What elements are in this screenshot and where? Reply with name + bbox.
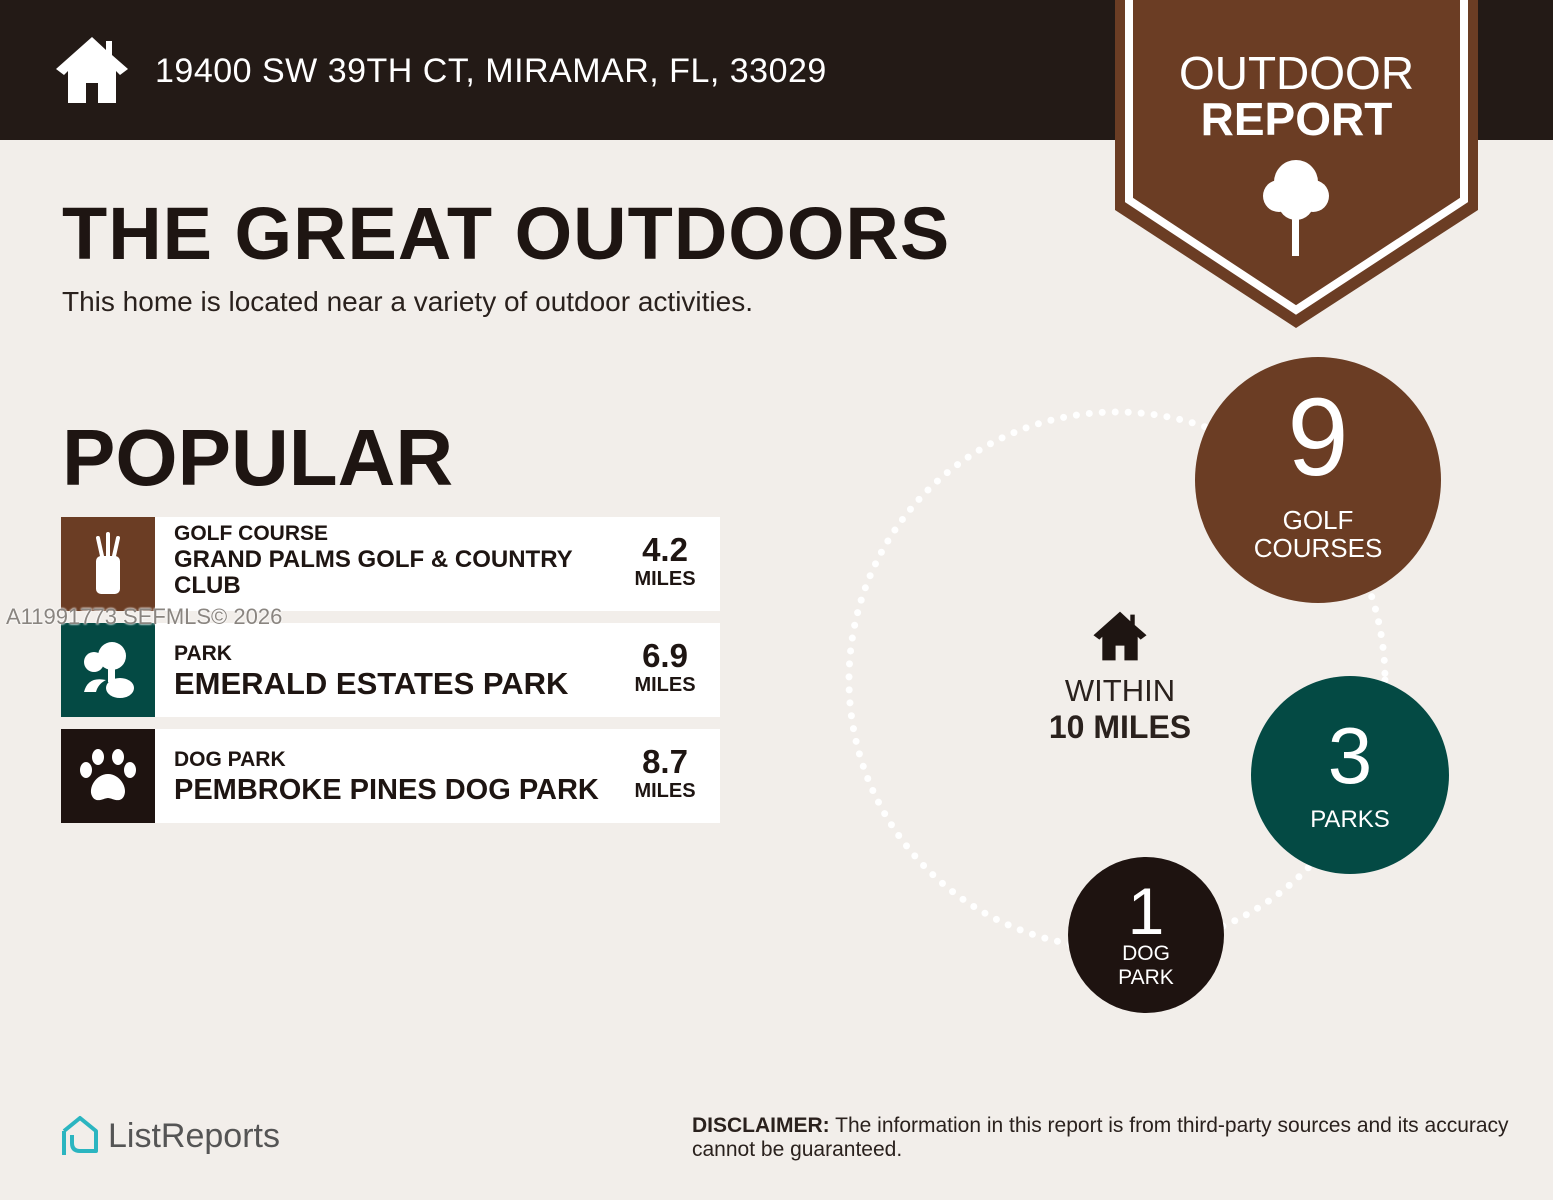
- item-name: EMERALD ESTATES PARK: [174, 666, 569, 701]
- item-name: PEMBROKE PINES DOG PARK: [174, 774, 599, 806]
- count-label: COURSES: [1253, 533, 1383, 563]
- address: 19400 SW 39TH CT, MIRAMAR, FL, 33029: [155, 52, 827, 90]
- item-category: PARK: [174, 642, 232, 665]
- distance-unit: MILES: [634, 568, 696, 590]
- list-item: PARK EMERALD ESTATES PARK 6.9 MILES: [61, 623, 720, 717]
- disclaimer-text: The information in this report is from t…: [692, 1114, 1509, 1161]
- house-icon: [56, 37, 128, 103]
- tree-icon: [1263, 160, 1329, 256]
- disclaimer-label: DISCLAIMER:: [692, 1114, 830, 1137]
- subtitle: This home is located near a variety of o…: [62, 286, 754, 317]
- within-distance: 10 MILES: [1048, 709, 1192, 745]
- item-distance: 8.7 MILES: [630, 745, 700, 803]
- golf-count-circle: 9 GOLF COURSES: [1195, 357, 1441, 603]
- house-icon: [1093, 611, 1147, 661]
- golf-bag-icon: [61, 517, 155, 611]
- listreports-logo: ListReports: [60, 1115, 280, 1157]
- disclaimer: DISCLAIMER: The information in this repo…: [692, 1114, 1512, 1162]
- section-title: POPULAR: [62, 413, 454, 502]
- count-label: DOG: [1122, 942, 1170, 965]
- item-name: GRAND PALMS GOLF & COUNTRY CLUB: [174, 546, 573, 599]
- within-label: WITHIN: [1064, 673, 1176, 708]
- count-label: GOLF: [1282, 505, 1354, 535]
- count-value: 1: [1127, 874, 1165, 948]
- watermark: A11991773 SEFMLS© 2026: [6, 604, 283, 629]
- count-value: 3: [1327, 711, 1373, 800]
- logo-icon: [62, 1116, 98, 1155]
- distance-unit: MILES: [634, 674, 696, 696]
- list-item: GOLF COURSE GRAND PALMS GOLF & COUNTRY C…: [61, 517, 720, 611]
- paw-icon: [61, 729, 155, 823]
- dog-park-count-circle: 1 DOG PARK: [1068, 857, 1224, 1013]
- item-category: GOLF COURSE: [174, 522, 329, 545]
- count-label: PARK: [1118, 966, 1174, 989]
- distance-value: 8.7: [642, 743, 688, 780]
- logo-text: ListReports: [108, 1116, 280, 1155]
- distance-unit: MILES: [634, 780, 696, 802]
- page-title: THE GREAT OUTDOORS: [62, 192, 951, 275]
- trees-icon: [61, 623, 155, 717]
- count-label: PARKS: [1310, 806, 1390, 833]
- park-count-circle: 3 PARKS: [1251, 676, 1449, 874]
- item-distance: 6.9 MILES: [630, 639, 700, 697]
- badge-line2: REPORT: [1200, 93, 1393, 145]
- distance-value: 4.2: [642, 531, 688, 568]
- item-category: DOG PARK: [174, 748, 286, 771]
- distance-value: 6.9: [642, 637, 688, 674]
- list-item: DOG PARK PEMBROKE PINES DOG PARK 8.7 MILE…: [61, 729, 720, 823]
- badge-line1: OUTDOOR: [1178, 47, 1415, 99]
- count-value: 9: [1287, 376, 1349, 499]
- outdoor-report-badge: [1115, 0, 1478, 328]
- item-distance: 4.2 MILES: [630, 533, 700, 591]
